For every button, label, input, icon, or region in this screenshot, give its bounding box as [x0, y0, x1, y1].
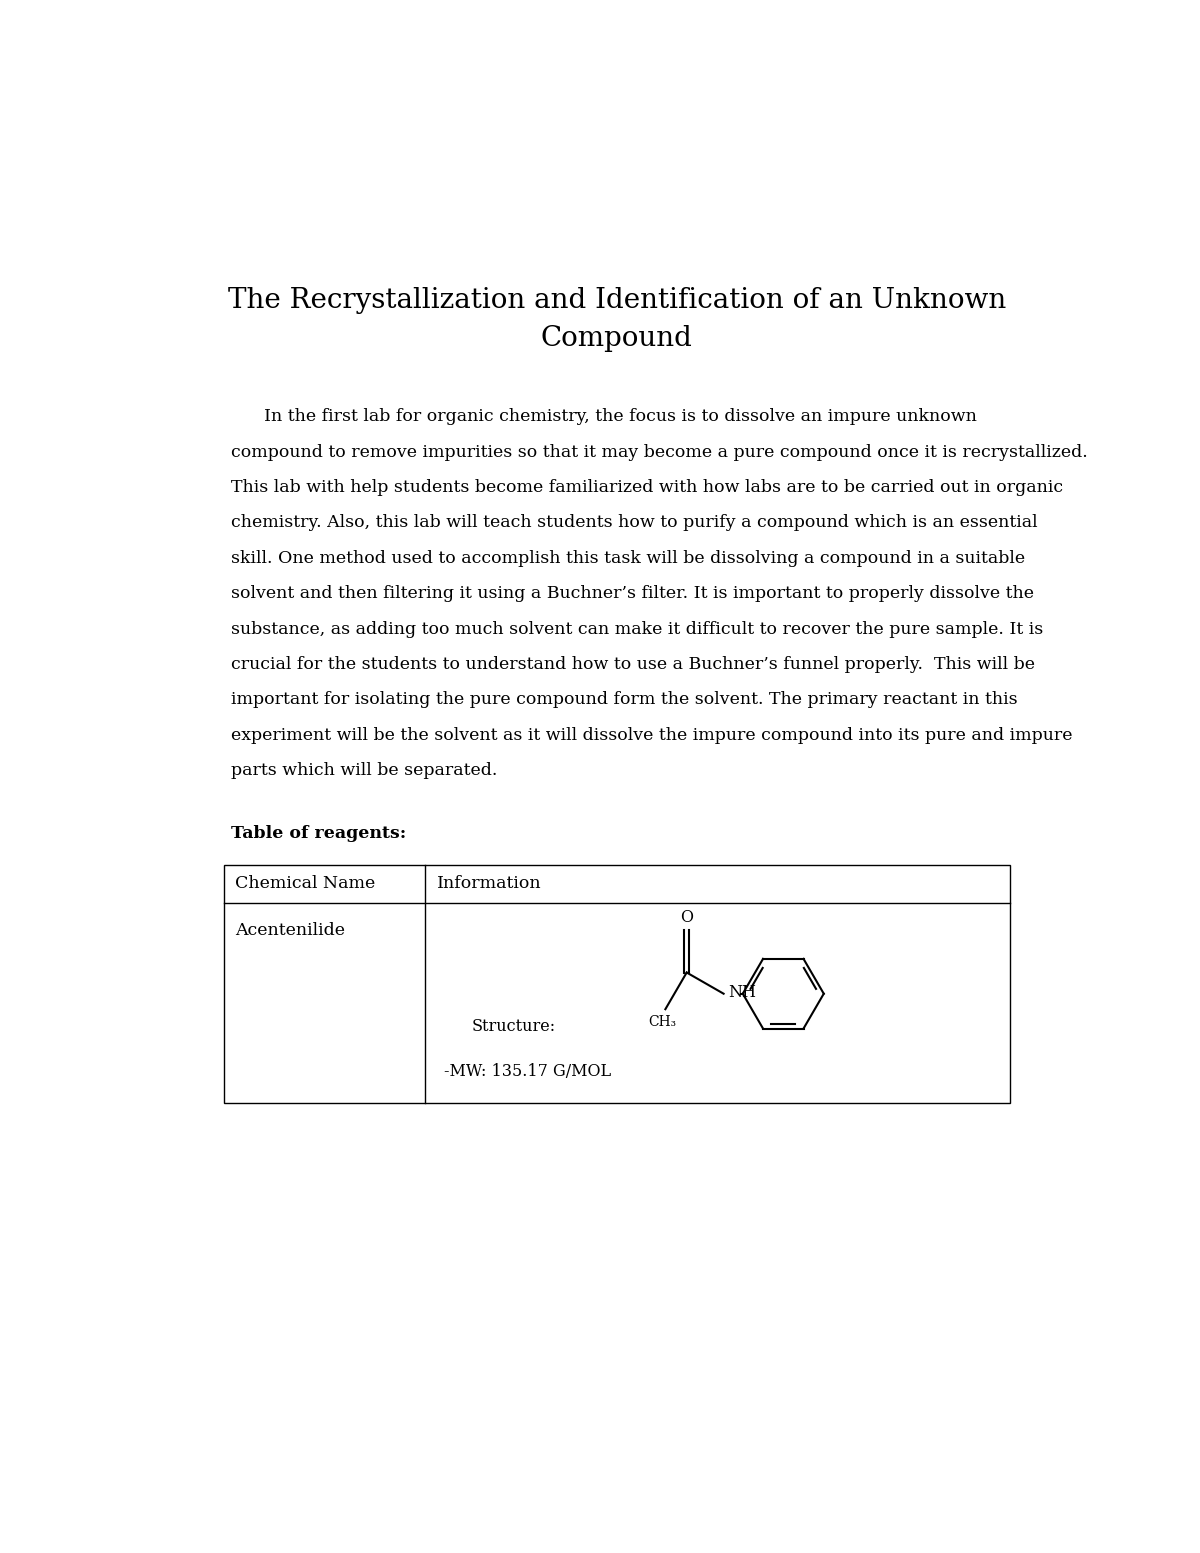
Text: -MW: 135.17 G/MOL: -MW: 135.17 G/MOL	[444, 1062, 612, 1079]
Text: solvent and then filtering it using a Buchner’s filter. It is important to prope: solvent and then filtering it using a Bu…	[232, 585, 1034, 603]
Text: NH: NH	[728, 983, 756, 1000]
Text: important for isolating the pure compound form the solvent. The primary reactant: important for isolating the pure compoun…	[232, 691, 1018, 708]
Bar	[223, 865, 1010, 1104]
Text: Compound: Compound	[541, 325, 692, 353]
Text: compound to remove impurities so that it may become a pure compound once it is r: compound to remove impurities so that it…	[232, 444, 1088, 461]
Text: experiment will be the solvent as it will dissolve the impure compound into its : experiment will be the solvent as it wil…	[232, 727, 1073, 744]
Text: parts which will be separated.: parts which will be separated.	[232, 763, 498, 780]
Text: CH₃: CH₃	[648, 1014, 677, 1028]
Text: In the first lab for organic chemistry, the focus is to dissolve an impure unkno: In the first lab for organic chemistry, …	[232, 408, 977, 426]
Text: Structure:: Structure:	[472, 1017, 556, 1034]
Text: Acentenilide: Acentenilide	[235, 922, 346, 940]
Text: crucial for the students to understand how to use a Buchner’s funnel properly.  : crucial for the students to understand h…	[232, 655, 1036, 672]
Text: skill. One method used to accomplish this task will be dissolving a compound in : skill. One method used to accomplish thi…	[232, 550, 1026, 567]
Text: substance, as adding too much solvent can make it difficult to recover the pure : substance, as adding too much solvent ca…	[232, 621, 1044, 638]
Text: O: O	[680, 909, 694, 926]
Text: Table of reagents:: Table of reagents:	[232, 825, 407, 842]
Text: Information: Information	[437, 876, 541, 893]
Text: chemistry. Also, this lab will teach students how to purify a compound which is : chemistry. Also, this lab will teach stu…	[232, 514, 1038, 531]
Text: Chemical Name: Chemical Name	[235, 876, 376, 893]
Text: The Recrystallization and Identification of an Unknown: The Recrystallization and Identification…	[228, 287, 1006, 314]
Text: This lab with help students become familiarized with how labs are to be carried : This lab with help students become famil…	[232, 478, 1063, 495]
